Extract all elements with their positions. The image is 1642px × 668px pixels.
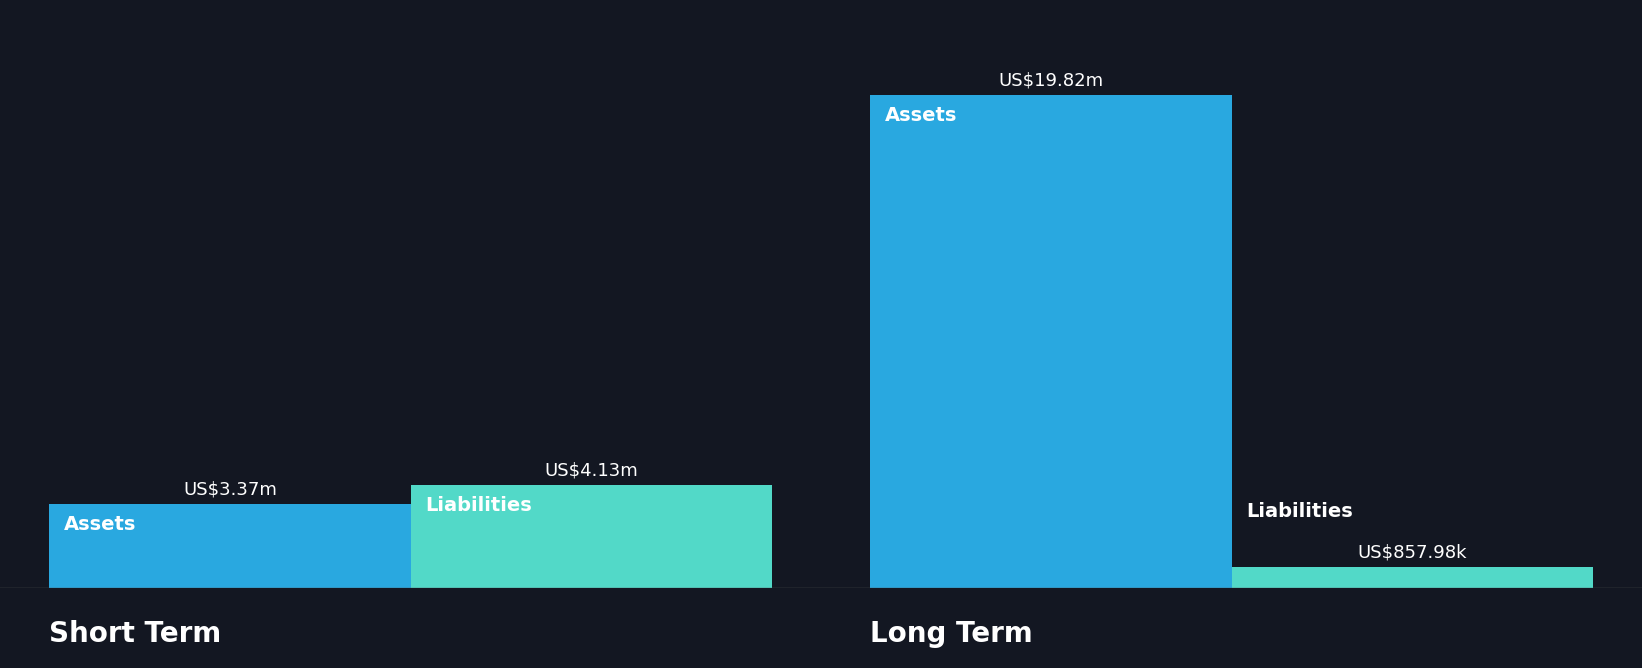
Text: US$4.13m: US$4.13m bbox=[544, 462, 639, 480]
Text: US$3.37m: US$3.37m bbox=[182, 481, 277, 499]
Text: Long Term: Long Term bbox=[870, 620, 1033, 648]
Text: Liabilities: Liabilities bbox=[1246, 502, 1353, 521]
Text: Liabilities: Liabilities bbox=[425, 496, 532, 515]
Text: Assets: Assets bbox=[64, 515, 136, 534]
Text: Short Term: Short Term bbox=[49, 620, 222, 648]
Bar bbox=[1232, 566, 1593, 588]
Text: US$19.82m: US$19.82m bbox=[998, 72, 1103, 90]
Bar bbox=[870, 96, 1232, 588]
Bar bbox=[410, 485, 772, 588]
Text: Assets: Assets bbox=[885, 106, 957, 125]
Bar bbox=[49, 504, 410, 588]
Text: US$857.98k: US$857.98k bbox=[1358, 543, 1466, 561]
